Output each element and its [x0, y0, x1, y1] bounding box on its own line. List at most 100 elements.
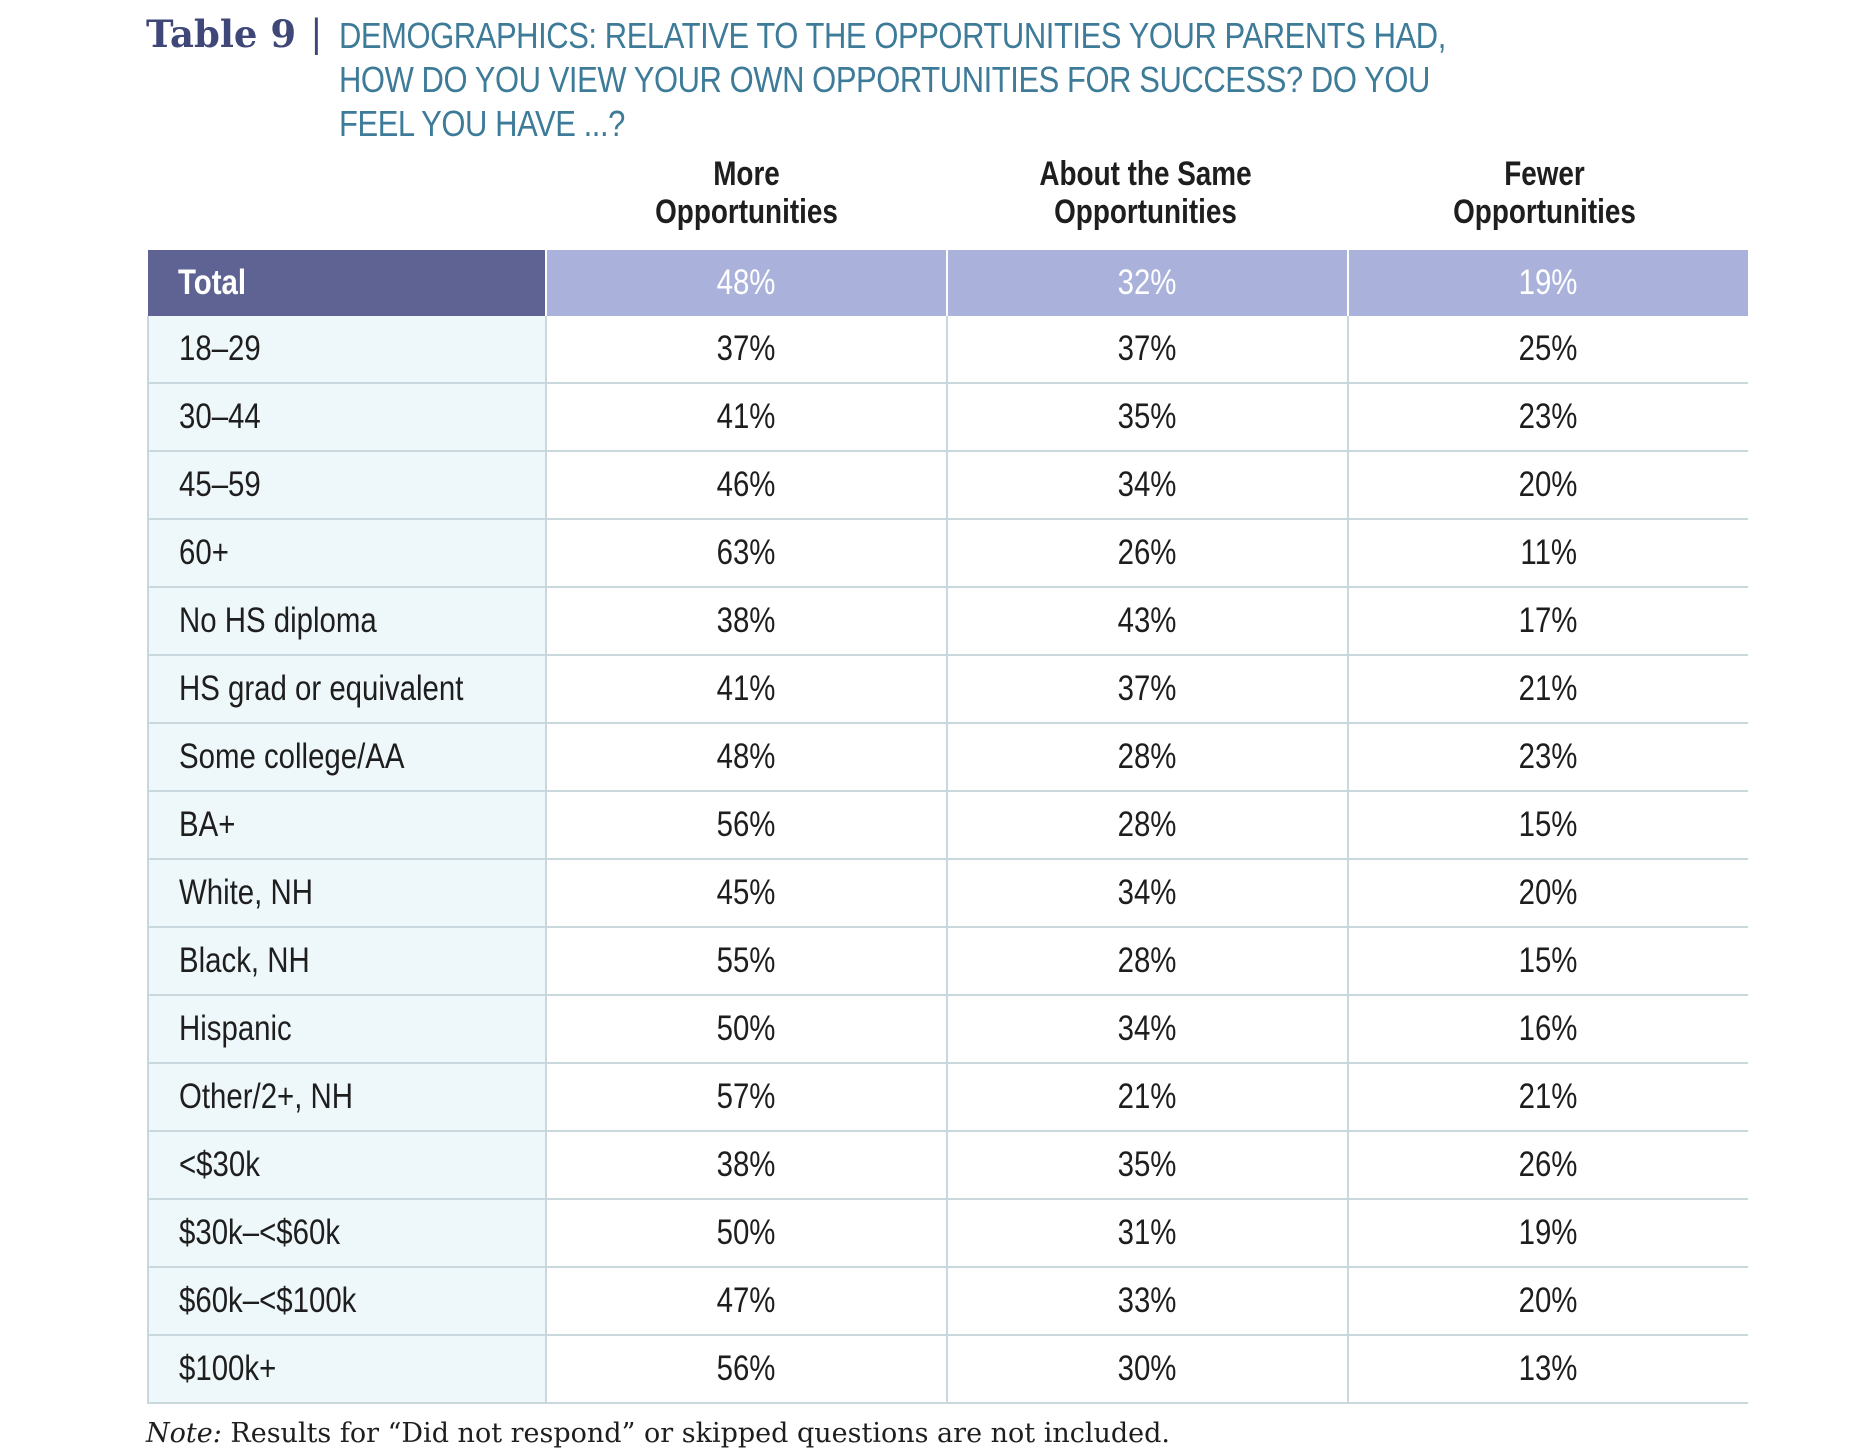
cell-value: 19% — [1519, 263, 1578, 302]
table-row: Some college/AA 48% 28% 23% — [147, 723, 1748, 792]
cell-value: 34% — [1118, 1009, 1177, 1048]
note-label: Note: — [146, 1418, 222, 1449]
table-row: 30–44 41% 35% 23% — [147, 383, 1748, 452]
cell-value: 45% — [717, 873, 776, 912]
row-label-text: Hispanic — [179, 1009, 292, 1048]
demographics-table: Total 48% 32% 19% 18–29 37% 37% 25% 30–44 41%… — [147, 250, 1748, 1404]
header-separator: | — [310, 12, 323, 55]
cell-value: 25% — [1519, 329, 1578, 368]
cell-same: 34% — [946, 451, 1348, 520]
cell-value: 15% — [1519, 941, 1578, 980]
cell-total-more: 48% — [545, 250, 947, 316]
table-row: HS grad or equivalent 41% 37% 21% — [147, 655, 1748, 724]
table-row: 60+ 63% 26% 11% — [147, 519, 1748, 588]
cell-value: 20% — [1519, 465, 1578, 504]
cell-value: 31% — [1118, 1213, 1177, 1252]
cell-value: 57% — [717, 1077, 776, 1116]
table-row: 18–29 37% 37% 25% — [147, 316, 1748, 384]
table-row: $100k+ 56% 30% 13% — [147, 1335, 1748, 1404]
row-label: Other/2+, NH — [147, 1063, 546, 1132]
cell-total-same: 32% — [946, 250, 1348, 316]
column-header-more-line1: More — [713, 155, 780, 193]
cell-same: 31% — [946, 1199, 1348, 1268]
table-row: No HS diploma 38% 43% 17% — [147, 587, 1748, 656]
cell-more: 47% — [545, 1267, 947, 1336]
cell-value: 48% — [717, 263, 776, 302]
cell-more: 55% — [545, 927, 947, 996]
row-label-text: $30k–<$60k — [179, 1213, 341, 1252]
cell-more: 41% — [545, 655, 947, 724]
cell-fewer: 20% — [1347, 859, 1748, 928]
column-header-more-line2: Opportunities — [655, 193, 838, 231]
cell-more: 38% — [545, 1131, 947, 1200]
cell-value: 48% — [717, 737, 776, 776]
cell-same: 35% — [946, 383, 1348, 452]
column-headers: More Opportunities About the Same Opport… — [547, 155, 1747, 243]
column-header-same-line1: About the Same — [1039, 155, 1252, 193]
cell-fewer: 25% — [1347, 316, 1748, 384]
cell-more: 48% — [545, 723, 947, 792]
cell-value: 23% — [1519, 397, 1578, 436]
cell-value: 20% — [1519, 873, 1578, 912]
cell-more: 50% — [545, 995, 947, 1064]
row-label-text: Total — [178, 263, 247, 302]
cell-value: 21% — [1519, 669, 1578, 708]
row-label: 18–29 — [147, 316, 546, 384]
cell-more: 46% — [545, 451, 947, 520]
table-row: 45–59 46% 34% 20% — [147, 451, 1748, 520]
cell-same: 33% — [946, 1267, 1348, 1336]
table-number-label: Table 9 — [146, 12, 297, 56]
cell-value: 35% — [1118, 397, 1177, 436]
cell-fewer: 23% — [1347, 383, 1748, 452]
cell-value: 21% — [1519, 1077, 1578, 1116]
row-label: $30k–<$60k — [147, 1199, 546, 1268]
cell-same: 26% — [946, 519, 1348, 588]
cell-same: 43% — [946, 587, 1348, 656]
cell-same: 28% — [946, 927, 1348, 996]
table-row-total: Total 48% 32% 19% — [148, 250, 1748, 316]
cell-value: 38% — [717, 1145, 776, 1184]
cell-value: 30% — [1118, 1349, 1177, 1388]
row-label: $100k+ — [147, 1335, 546, 1404]
row-label-text: BA+ — [179, 805, 236, 844]
column-header-fewer-line1: Fewer — [1504, 155, 1585, 193]
cell-value: 41% — [717, 397, 776, 436]
cell-value: 21% — [1118, 1077, 1177, 1116]
cell-value: 13% — [1519, 1349, 1578, 1388]
cell-value: 35% — [1118, 1145, 1177, 1184]
table-row: $30k–<$60k 50% 31% 19% — [147, 1199, 1748, 1268]
cell-more: 57% — [545, 1063, 947, 1132]
table-body: Total 48% 32% 19% 18–29 37% 37% 25% 30–44 41%… — [147, 250, 1748, 1404]
row-label: <$30k — [147, 1131, 546, 1200]
cell-value: 56% — [717, 805, 776, 844]
cell-same: 37% — [946, 316, 1348, 384]
cell-value: 55% — [717, 941, 776, 980]
row-label: 60+ — [147, 519, 546, 588]
cell-more: 63% — [545, 519, 947, 588]
cell-value: 19% — [1519, 1213, 1578, 1252]
cell-value: 16% — [1519, 1009, 1578, 1048]
cell-more: 38% — [545, 587, 947, 656]
cell-value: 37% — [1118, 669, 1177, 708]
cell-same: 35% — [946, 1131, 1348, 1200]
cell-fewer: 26% — [1347, 1131, 1748, 1200]
table-note: Note: Results for “Did not respond” or s… — [146, 1418, 1170, 1449]
column-header-fewer-line2: Opportunities — [1453, 193, 1636, 231]
row-label-text: 18–29 — [179, 329, 261, 368]
row-label: 30–44 — [147, 383, 546, 452]
cell-value: 26% — [1519, 1145, 1578, 1184]
row-label: HS grad or equivalent — [147, 655, 546, 724]
cell-value: 34% — [1118, 873, 1177, 912]
cell-fewer: 15% — [1347, 791, 1748, 860]
cell-fewer: 20% — [1347, 1267, 1748, 1336]
row-label-text: White, NH — [179, 873, 313, 912]
row-label-total: Total — [148, 250, 546, 316]
cell-fewer: 21% — [1347, 1063, 1748, 1132]
cell-fewer: 15% — [1347, 927, 1748, 996]
row-label: BA+ — [147, 791, 546, 860]
cell-value: 41% — [717, 669, 776, 708]
table-row: BA+ 56% 28% 15% — [147, 791, 1748, 860]
cell-fewer: 11% — [1347, 519, 1748, 588]
row-label: Hispanic — [147, 995, 546, 1064]
row-label-text: Some college/AA — [179, 737, 405, 776]
